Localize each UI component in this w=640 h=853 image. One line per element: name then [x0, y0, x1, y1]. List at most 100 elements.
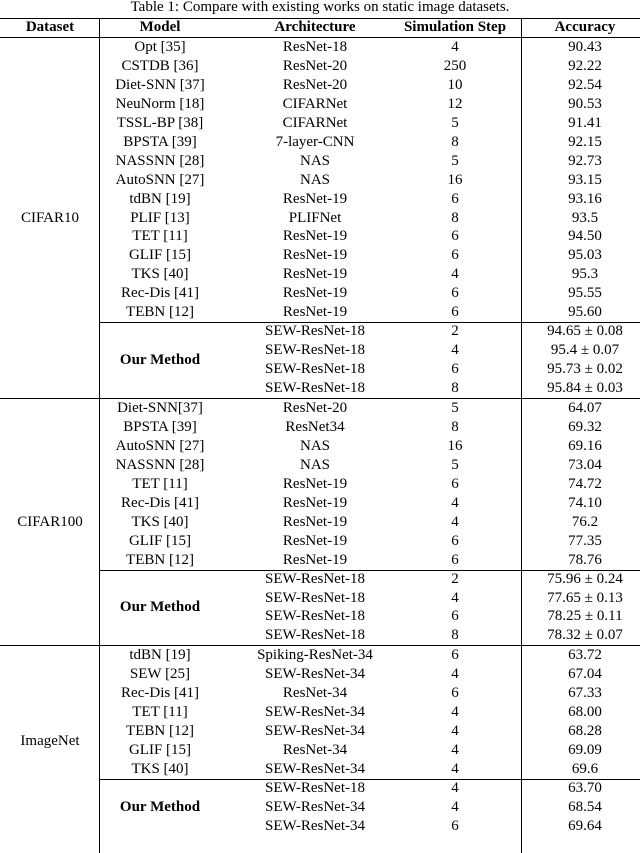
architecture: NAS: [299, 437, 330, 454]
architecture: SEW-ResNet-18: [265, 570, 365, 587]
model-name: Diet-SNN[37]: [117, 400, 203, 417]
rule: [99, 569, 640, 571]
model-name: PLIF [13]: [130, 209, 190, 226]
dataset-name: CIFAR10: [20, 209, 80, 226]
simulation-step: 6: [451, 551, 459, 568]
architecture: ResNet-19: [282, 532, 348, 549]
model-name: BPSTA [39]: [123, 133, 197, 150]
architecture: SEW-ResNet-18: [265, 342, 365, 359]
architecture: ResNet-19: [282, 304, 348, 321]
simulation-step: 8: [451, 209, 459, 226]
accuracy: 63.72: [568, 647, 602, 664]
simulation-step: 12: [447, 95, 463, 112]
architecture: SEW-ResNet-34: [265, 798, 365, 815]
model-name: TET [11]: [132, 228, 188, 245]
column-header: Architecture: [274, 19, 356, 35]
model-name: Diet-SNN [37]: [115, 76, 205, 93]
architecture: 7-layer-CNN: [275, 133, 355, 150]
simulation-step: 6: [451, 532, 459, 549]
column-header: Simulation Step: [403, 19, 507, 35]
rule: [99, 322, 640, 324]
accuracy: 92.15: [568, 133, 602, 150]
accuracy: 68.54: [568, 798, 602, 815]
simulation-step: 6: [451, 228, 459, 245]
architecture: PLIFNet: [288, 209, 342, 226]
accuracy: 68.00: [568, 704, 602, 721]
accuracy: 93.16: [568, 190, 602, 207]
architecture: ResNet-19: [282, 285, 348, 302]
simulation-step: 6: [451, 247, 459, 264]
architecture: NAS: [299, 171, 330, 188]
architecture: SEW-ResNet-34: [265, 723, 365, 740]
accuracy: 93.5: [571, 209, 599, 226]
accuracy: 64.07: [568, 400, 602, 417]
model-name: Our Method: [119, 599, 201, 615]
accuracy: 95.03: [568, 247, 602, 264]
accuracy: 67.04: [568, 666, 602, 683]
accuracy: 95.3: [571, 266, 599, 283]
model-name: SEW [25]: [129, 666, 191, 683]
architecture: ResNet-18: [282, 38, 348, 55]
accuracy: 78.25 ± 0.11: [547, 608, 623, 625]
simulation-step: 16: [447, 171, 463, 188]
accuracy: 90.43: [568, 38, 602, 55]
model-name: TEBN [12]: [126, 551, 194, 568]
architecture: ResNet-19: [282, 266, 348, 283]
model-name: Opt [35]: [134, 38, 186, 55]
simulation-step: 8: [451, 380, 459, 397]
model-name: Rec-Dis [41]: [121, 285, 199, 302]
model-name: tdBN [19]: [129, 190, 191, 207]
simulation-step: 5: [451, 400, 459, 417]
simulation-step: 5: [451, 152, 459, 169]
model-name: Rec-Dis [41]: [121, 685, 199, 702]
accuracy: 95.4 ± 0.07: [550, 342, 620, 359]
table-title: Table 1: Compare with existing works on …: [130, 0, 510, 15]
accuracy: 94.65 ± 0.08: [547, 323, 623, 340]
architecture: SEW-ResNet-18: [265, 361, 365, 378]
architecture: SEW-ResNet-34: [265, 666, 365, 683]
model-name: Our Method: [119, 351, 201, 368]
accuracy: 74.72: [568, 475, 602, 492]
accuracy: 77.35: [568, 532, 602, 549]
accuracy: 92.73: [568, 152, 602, 169]
accuracy: 94.50: [568, 228, 602, 245]
model-name: TSSL-BP [38]: [116, 114, 204, 131]
architecture: ResNet-20: [282, 76, 348, 93]
simulation-step: 8: [451, 133, 459, 150]
accuracy: 75.96 ± 0.24: [547, 570, 623, 587]
simulation-step: 8: [451, 418, 459, 435]
accuracy: 95.60: [568, 304, 602, 321]
model-name: TEBN [12]: [126, 304, 194, 321]
model-name: TKS [40]: [131, 513, 189, 530]
architecture: SEW-ResNet-18: [265, 608, 365, 625]
model-name: AutoSNN [27]: [115, 437, 205, 454]
architecture: SEW-ResNet-34: [265, 704, 365, 721]
accuracy: 69.16: [568, 437, 602, 454]
accuracy: 69.09: [568, 742, 602, 759]
accuracy: 77.65 ± 0.13: [547, 589, 623, 606]
accuracy: 78.76: [568, 551, 602, 568]
rule: [0, 18, 640, 19]
architecture: NAS: [299, 456, 330, 473]
accuracy: 63.70: [568, 780, 602, 797]
architecture: ResNet-19: [282, 494, 348, 511]
accuracy: 95.84 ± 0.03: [547, 380, 623, 397]
architecture: ResNet-19: [282, 190, 348, 207]
simulation-step: 4: [451, 742, 459, 759]
simulation-step: 250: [443, 57, 467, 74]
architecture: NAS: [299, 152, 330, 169]
architecture: SEW-ResNet-18: [265, 780, 365, 797]
simulation-step: 6: [451, 685, 459, 702]
rule: [0, 398, 640, 400]
accuracy: 74.10: [568, 494, 602, 511]
accuracy: 69.32: [568, 418, 602, 435]
model-name: Rec-Dis [41]: [121, 494, 199, 511]
architecture: Spiking-ResNet-34: [257, 647, 373, 664]
model-name: CSTDB [36]: [121, 57, 199, 74]
accuracy: 93.15: [568, 171, 602, 188]
simulation-step: 4: [451, 666, 459, 683]
model-name: GLIF [15]: [128, 742, 192, 759]
model-name: NASSNN [28]: [115, 456, 205, 473]
accuracy: 91.41: [568, 114, 602, 131]
